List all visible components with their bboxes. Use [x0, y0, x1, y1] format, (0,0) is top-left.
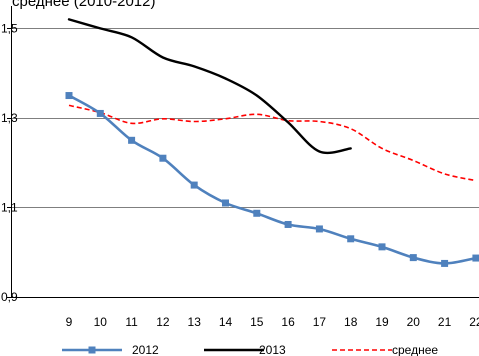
series-2012-line — [67, 94, 478, 265]
x-tick-label: 12 — [156, 315, 170, 329]
series-2012-point — [65, 92, 73, 100]
chart-title: среднее (2010-2012) — [12, 0, 155, 10]
series-2012-point — [409, 254, 417, 262]
y-tick-label: 1,5 — [1, 21, 18, 35]
x-tick-label: 9 — [66, 315, 73, 329]
y-tick-label: 1,1 — [1, 200, 18, 214]
x-tick-label: 15 — [250, 315, 264, 329]
series-2012-point — [347, 235, 355, 243]
legend-2012-label: 2012 — [132, 343, 159, 356]
x-tick-label: 14 — [219, 315, 233, 329]
series-2012-point — [222, 199, 229, 207]
x-tick-label: 21 — [438, 315, 452, 329]
x-tick-label: 11 — [125, 315, 138, 329]
legend-average-label: среднее — [392, 343, 438, 356]
x-tick-label: 13 — [188, 315, 202, 329]
series-2012-point — [284, 220, 292, 228]
y-tick-label: 0,9 — [1, 290, 18, 304]
x-tick-label: 16 — [281, 315, 295, 329]
series-2012-point — [96, 109, 104, 117]
series-2012-point — [378, 243, 386, 251]
series-2012-point — [315, 225, 323, 233]
grid-lines — [11, 28, 479, 208]
series-2012-point — [159, 154, 167, 162]
legend-2012-marker — [88, 346, 96, 354]
series-average-line — [68, 104, 477, 182]
y-tick-label: 1,3 — [1, 111, 18, 125]
x-tick-label: 17 — [313, 315, 327, 329]
series-2013-line — [67, 18, 352, 155]
x-tick-label: 20 — [407, 315, 421, 329]
x-tick-label: 19 — [375, 315, 389, 329]
x-tick-label: 18 — [344, 315, 358, 329]
series-2012-point — [128, 136, 136, 144]
legend: 2012 2013 среднее — [62, 343, 438, 356]
series-layer — [65, 18, 479, 267]
series-2012-point — [472, 254, 479, 262]
series-2012-point — [441, 259, 449, 267]
series-2012-point — [253, 209, 261, 217]
x-tick-label: 22 — [469, 315, 479, 329]
legend-2013-label: 2013 — [259, 343, 286, 356]
y-axis-ticks: 0,9 1,1 1,3 1,5 — [1, 21, 18, 304]
series-2012-point — [190, 181, 198, 189]
x-axis-ticks: 9 10 11 12 13 14 15 16 17 18 19 20 21 22 — [66, 315, 479, 329]
x-tick-label: 10 — [94, 315, 108, 329]
